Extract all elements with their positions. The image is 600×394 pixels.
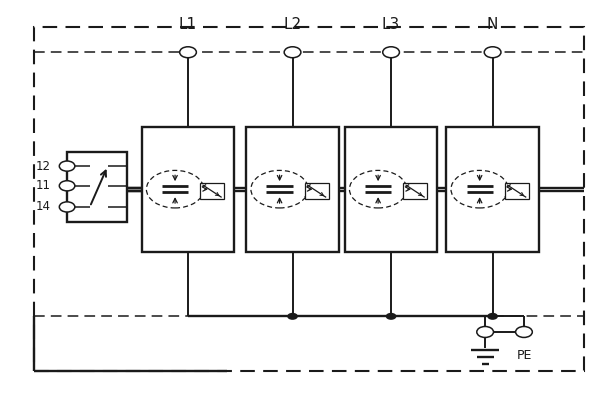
Bar [505, 183, 529, 199]
Bar [200, 183, 224, 199]
Circle shape [59, 202, 75, 212]
Text: L3: L3 [382, 17, 400, 32]
Circle shape [287, 313, 298, 320]
Circle shape [477, 327, 493, 337]
Circle shape [451, 170, 508, 208]
Bar [446, 126, 539, 252]
Circle shape [59, 161, 75, 171]
Circle shape [383, 47, 400, 58]
Bar [345, 126, 437, 252]
Circle shape [386, 313, 397, 320]
Text: 12: 12 [35, 160, 50, 173]
Text: N: N [487, 17, 498, 32]
Circle shape [484, 47, 501, 58]
Bar [34, 27, 584, 371]
Bar [142, 126, 235, 252]
Text: 11: 11 [35, 179, 50, 192]
Circle shape [179, 47, 196, 58]
Text: PE: PE [516, 349, 532, 362]
Circle shape [251, 170, 308, 208]
Text: 14: 14 [35, 201, 50, 214]
Circle shape [284, 47, 301, 58]
Circle shape [487, 313, 498, 320]
Circle shape [59, 181, 75, 191]
Bar [67, 152, 127, 223]
Bar [246, 126, 339, 252]
Circle shape [515, 327, 532, 337]
Text: L1: L1 [179, 17, 197, 32]
Circle shape [146, 170, 204, 208]
Circle shape [349, 170, 407, 208]
Text: L2: L2 [283, 17, 301, 32]
Bar [305, 183, 329, 199]
Bar [403, 183, 427, 199]
